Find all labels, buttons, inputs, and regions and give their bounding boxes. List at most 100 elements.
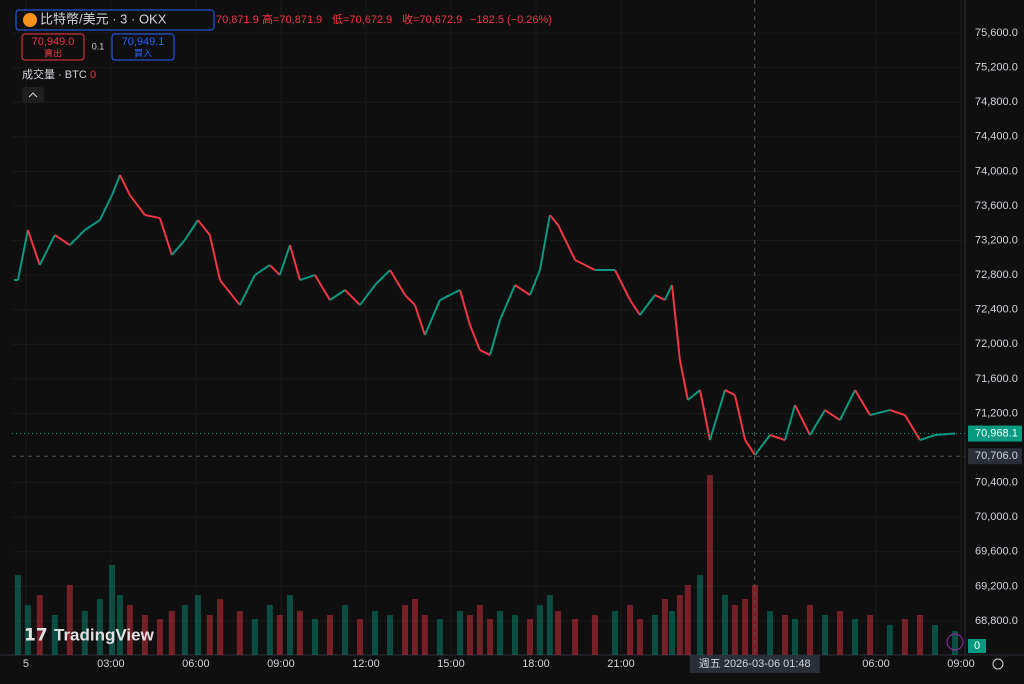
x-tick-label: 18:00: [522, 658, 550, 670]
candle: [574, 259, 596, 271]
volume-bar: [181, 605, 188, 655]
alert-icon[interactable]: [946, 633, 964, 651]
y-tick-label: 69,600.0: [975, 546, 1018, 558]
candle: [38, 234, 56, 266]
volume-bar: [476, 605, 483, 655]
candle: [639, 294, 656, 316]
candle: [314, 274, 331, 301]
candle: [687, 389, 701, 401]
sell-button[interactable]: [21, 33, 85, 61]
volume-bar: [341, 605, 348, 655]
y-tick-label: 75,200.0: [975, 62, 1018, 74]
y-tick-label: 72,000.0: [975, 338, 1018, 350]
volume-bar: [457, 611, 464, 655]
x-tick-label: 03:00: [97, 658, 125, 670]
volume-label: 成交量 · BTC: [22, 67, 87, 81]
y-tick-label: 70,400.0: [975, 477, 1018, 489]
x-tick-label: 5: [23, 658, 29, 670]
candle: [629, 299, 641, 316]
volume-bar: [676, 595, 683, 655]
candle: [784, 404, 796, 441]
candle: [934, 432, 956, 437]
volume-bar: [742, 599, 749, 655]
candle: [111, 174, 121, 196]
settings-icon[interactable]: [992, 658, 1004, 670]
volume-bar: [555, 611, 562, 655]
sell-price: 70,949.0: [32, 36, 75, 48]
volume-bar: [527, 619, 534, 655]
volume-bar: [194, 595, 201, 655]
volume-bar: [721, 595, 728, 655]
candle: [733, 394, 747, 441]
candle: [854, 389, 871, 416]
buy-button[interactable]: [111, 33, 175, 61]
candle: [184, 219, 199, 241]
last-price-label: 70,968.1: [975, 427, 1018, 439]
volume-bar: [651, 615, 658, 655]
candle: [557, 224, 576, 261]
candle: [16, 229, 29, 281]
volume-bar: [511, 615, 518, 655]
volume-bar: [251, 619, 258, 655]
y-tick-label: 75,600.0: [975, 27, 1018, 39]
symbol-box[interactable]: [15, 9, 215, 31]
ohlc: −182.5 (−0.26%): [470, 14, 552, 26]
volume-bar: [466, 615, 473, 655]
legend: 比特幣/美元 · 3 · OKX 70,871.9 高=70,871.9 低=7…: [15, 9, 552, 103]
candle: [144, 214, 161, 220]
plot: [12, 0, 965, 655]
volume-bar: [206, 615, 213, 655]
volume-bar: [116, 595, 123, 655]
y-tick-label: 71,600.0: [975, 373, 1018, 385]
candle: [158, 217, 173, 256]
crosshair-time-bg: [689, 655, 820, 673]
volume-bar: [421, 615, 428, 655]
collapse-button[interactable]: [22, 87, 44, 103]
volume-bar: [109, 565, 116, 655]
y-tick-label: 71,200.0: [975, 407, 1018, 419]
candle: [359, 284, 376, 306]
y-tick-label: 68,800.0: [975, 615, 1018, 627]
x-tick-label: 21:00: [607, 658, 635, 670]
volume-bar: [402, 605, 409, 655]
candle: [754, 434, 771, 456]
volume-bar: [952, 631, 959, 655]
candle: [197, 219, 211, 236]
y-tick-label: 69,200.0: [975, 580, 1018, 592]
volume-bar: [706, 475, 713, 655]
volume-bar: [66, 585, 73, 655]
candle: [404, 294, 416, 306]
y-tick-label: 74,000.0: [975, 165, 1018, 177]
candle: [208, 234, 221, 281]
volume-bar: [661, 599, 668, 655]
volume-bar: [572, 619, 579, 655]
logo-mark: 𝟭𝟳: [24, 625, 48, 644]
candle: [414, 304, 426, 336]
volume-bar: [326, 615, 333, 655]
candle: [98, 194, 113, 221]
candle: [709, 389, 726, 441]
candle: [278, 244, 291, 276]
candle: [489, 319, 501, 356]
logo: TradingView: [54, 625, 155, 644]
x-tick-label: 09:00: [947, 658, 975, 670]
volume-bar: [156, 619, 163, 655]
volume-bar: [286, 595, 293, 655]
candle: [824, 409, 841, 421]
candle: [699, 389, 711, 441]
spread: 0.1: [92, 41, 105, 51]
candle: [529, 269, 541, 296]
volume-bar: [141, 615, 148, 655]
x-tick-label: 15:00: [437, 658, 465, 670]
btc-icon: [23, 13, 37, 27]
candle: [663, 284, 673, 301]
candle: [809, 409, 826, 436]
volume-bar: [591, 615, 598, 655]
candle: [469, 324, 481, 351]
buy-label: 買入: [134, 48, 152, 58]
volume-bar: [216, 599, 223, 655]
volume-bar: [372, 611, 379, 655]
volume-bar: [311, 619, 318, 655]
chevron: [28, 92, 38, 98]
volume-bar: [51, 615, 58, 655]
